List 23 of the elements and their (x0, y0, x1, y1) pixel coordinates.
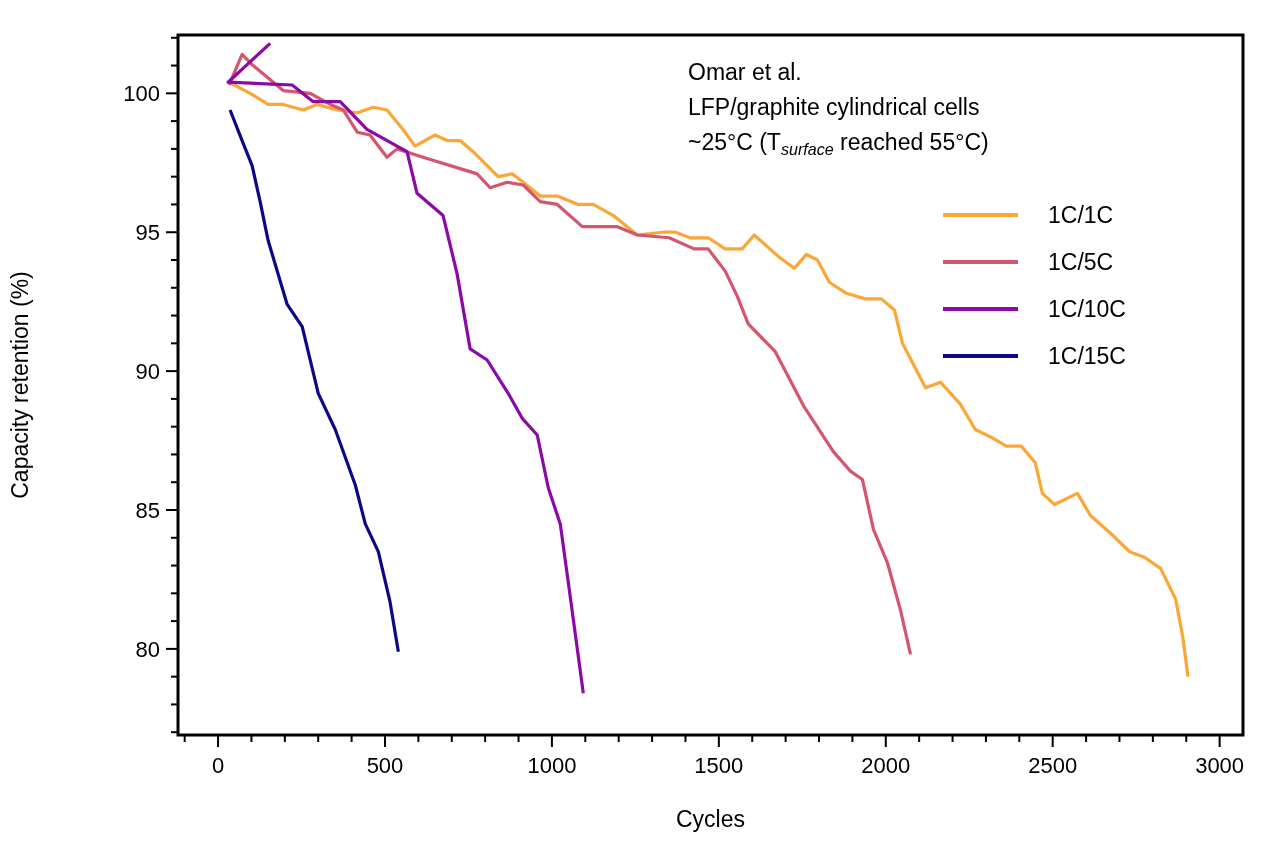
y-tick-label: 80 (135, 636, 160, 662)
y-tick-label: 90 (135, 359, 160, 385)
x-tick-label: 2000 (861, 753, 911, 778)
annotation: ~25°C (T$_{surface}$ reached 55°C) (688, 129, 989, 158)
x-tick-label: 500 (366, 753, 404, 778)
y-tick-label: 85 (135, 498, 160, 523)
legend-label: 1C/10C (1048, 296, 1126, 322)
line-series (226, 41, 585, 695)
x-tick-label: 0 (211, 753, 225, 778)
y-axis-title: Capacity retention (%) (7, 271, 33, 499)
x-tick-label: 1000 (527, 753, 577, 778)
legend-label: 1C/15C (1048, 343, 1126, 369)
annotation: LFP/graphite cylindrical cells (688, 94, 980, 120)
legend-label: 1C/1C (1048, 202, 1114, 228)
line-series (228, 108, 400, 654)
x-tick-label: 1500 (694, 753, 744, 778)
x-tick-label: 2500 (1028, 753, 1078, 778)
legend-label: 1C/5C (1048, 249, 1114, 275)
x-axis-title: Cycles (675, 806, 746, 832)
annotation: Omar et al. (688, 59, 802, 85)
y-tick-label: 100 (123, 81, 160, 107)
y-tick-label: 95 (135, 220, 160, 246)
x-tick-label: 3000 (1195, 753, 1245, 778)
